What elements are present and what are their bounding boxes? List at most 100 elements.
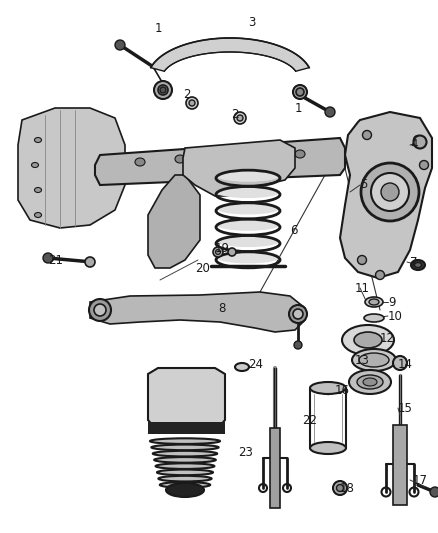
Ellipse shape xyxy=(216,235,280,247)
Circle shape xyxy=(362,334,374,346)
Ellipse shape xyxy=(357,375,383,389)
Ellipse shape xyxy=(293,85,307,99)
Ellipse shape xyxy=(420,160,428,169)
Polygon shape xyxy=(18,108,125,228)
Text: 17: 17 xyxy=(413,473,428,487)
Ellipse shape xyxy=(213,247,223,257)
Bar xyxy=(270,428,280,508)
Text: 1: 1 xyxy=(155,21,162,35)
Circle shape xyxy=(416,138,424,146)
Circle shape xyxy=(160,87,166,93)
Text: 1: 1 xyxy=(295,101,303,115)
Text: 9: 9 xyxy=(388,295,396,309)
Ellipse shape xyxy=(237,115,243,121)
Ellipse shape xyxy=(35,188,42,192)
Ellipse shape xyxy=(336,484,343,491)
Circle shape xyxy=(430,487,438,497)
Bar xyxy=(148,422,225,434)
Polygon shape xyxy=(183,140,295,196)
Ellipse shape xyxy=(354,332,382,348)
Ellipse shape xyxy=(381,183,399,201)
Circle shape xyxy=(371,300,377,304)
Ellipse shape xyxy=(413,135,423,144)
Ellipse shape xyxy=(215,153,225,161)
Ellipse shape xyxy=(289,305,307,323)
Text: 11: 11 xyxy=(355,281,370,295)
Ellipse shape xyxy=(152,445,219,450)
Ellipse shape xyxy=(160,482,210,488)
Ellipse shape xyxy=(296,88,304,96)
Ellipse shape xyxy=(159,476,212,481)
Ellipse shape xyxy=(357,255,367,264)
Text: 20: 20 xyxy=(195,262,210,274)
Text: 10: 10 xyxy=(388,310,403,322)
Ellipse shape xyxy=(216,252,280,263)
Ellipse shape xyxy=(295,150,305,158)
Polygon shape xyxy=(148,175,200,268)
Polygon shape xyxy=(90,292,305,332)
Text: 21: 21 xyxy=(48,254,63,266)
Ellipse shape xyxy=(363,131,371,140)
Ellipse shape xyxy=(158,85,168,95)
Ellipse shape xyxy=(349,370,391,394)
Ellipse shape xyxy=(369,299,379,305)
Ellipse shape xyxy=(186,97,198,109)
Ellipse shape xyxy=(413,135,427,149)
Polygon shape xyxy=(148,368,225,428)
Text: 5: 5 xyxy=(360,179,367,191)
Ellipse shape xyxy=(228,248,236,256)
Text: 16: 16 xyxy=(335,384,350,397)
Ellipse shape xyxy=(89,299,111,321)
Ellipse shape xyxy=(235,363,249,371)
Ellipse shape xyxy=(310,382,346,394)
Polygon shape xyxy=(340,112,432,278)
Ellipse shape xyxy=(342,325,394,355)
Ellipse shape xyxy=(310,442,346,454)
Ellipse shape xyxy=(333,481,347,495)
Text: 23: 23 xyxy=(238,446,253,458)
Ellipse shape xyxy=(361,163,419,221)
Ellipse shape xyxy=(155,463,214,469)
Ellipse shape xyxy=(364,314,384,322)
Bar xyxy=(393,425,407,505)
Ellipse shape xyxy=(216,170,280,182)
Ellipse shape xyxy=(135,158,145,166)
Ellipse shape xyxy=(365,297,383,307)
Ellipse shape xyxy=(375,271,385,279)
Text: 24: 24 xyxy=(248,359,263,372)
Ellipse shape xyxy=(215,249,220,254)
Ellipse shape xyxy=(255,152,265,160)
Ellipse shape xyxy=(32,163,39,167)
Ellipse shape xyxy=(371,173,409,211)
Text: 3: 3 xyxy=(248,15,255,28)
Text: 13: 13 xyxy=(355,353,370,367)
Ellipse shape xyxy=(411,260,425,270)
Text: 22: 22 xyxy=(302,414,317,426)
Ellipse shape xyxy=(216,186,280,198)
Circle shape xyxy=(294,341,302,349)
Circle shape xyxy=(325,107,335,117)
Ellipse shape xyxy=(175,155,185,163)
Ellipse shape xyxy=(293,309,303,319)
Circle shape xyxy=(43,253,53,263)
Text: 6: 6 xyxy=(290,223,297,237)
Text: 4: 4 xyxy=(410,139,417,151)
Ellipse shape xyxy=(352,349,396,371)
Ellipse shape xyxy=(85,257,95,267)
Ellipse shape xyxy=(414,262,421,268)
Text: 19: 19 xyxy=(215,241,230,254)
Polygon shape xyxy=(95,138,345,185)
Text: 15: 15 xyxy=(398,401,413,415)
Polygon shape xyxy=(151,38,309,71)
Text: 14: 14 xyxy=(398,359,413,372)
Ellipse shape xyxy=(157,470,213,475)
Ellipse shape xyxy=(189,100,195,106)
Bar xyxy=(218,152,240,180)
Ellipse shape xyxy=(153,451,217,456)
Ellipse shape xyxy=(166,483,204,497)
Text: 12: 12 xyxy=(380,332,395,344)
Text: 7: 7 xyxy=(410,255,417,269)
Ellipse shape xyxy=(363,378,377,386)
Text: 18: 18 xyxy=(340,481,355,495)
Ellipse shape xyxy=(35,213,42,217)
